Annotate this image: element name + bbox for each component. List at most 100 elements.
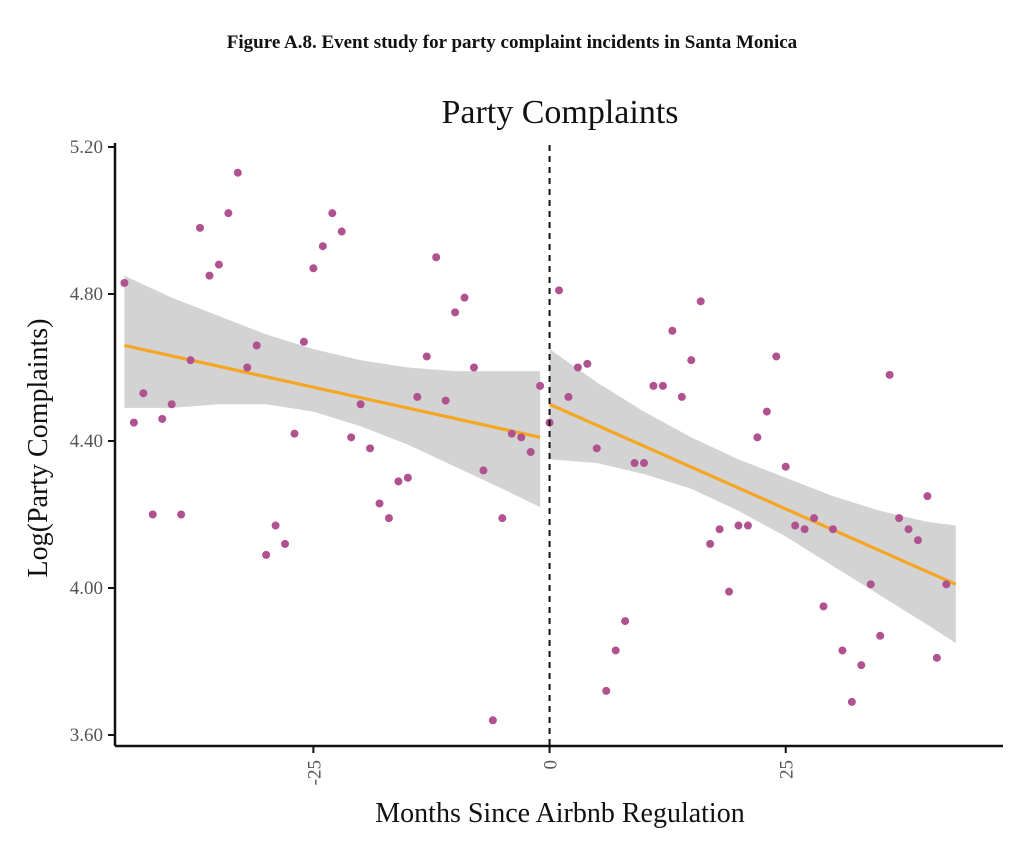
scatter-point bbox=[375, 499, 384, 508]
scatter-point bbox=[196, 223, 205, 232]
y-tick-label: 4.00 bbox=[70, 578, 103, 599]
scatter-point bbox=[791, 521, 800, 530]
scatter-point bbox=[233, 168, 242, 177]
scatter-point bbox=[828, 525, 837, 534]
scatter-point bbox=[460, 293, 469, 302]
scatter-point bbox=[262, 550, 271, 559]
scatter-point-layer bbox=[120, 168, 951, 725]
scatter-point bbox=[932, 653, 941, 662]
fit-line-post bbox=[548, 402, 957, 586]
scatter-point bbox=[583, 359, 592, 368]
chart-title: Party Complaints bbox=[441, 94, 678, 131]
scatter-point bbox=[517, 433, 526, 442]
scatter-point bbox=[290, 429, 299, 438]
scatter-point bbox=[847, 697, 856, 706]
scatter-point bbox=[706, 539, 715, 548]
scatter-point bbox=[687, 356, 696, 365]
x-tick-label: -25 bbox=[304, 760, 325, 785]
scatter-point bbox=[488, 716, 497, 725]
scatter-point bbox=[838, 646, 847, 655]
scatter-point bbox=[120, 278, 129, 287]
y-tick-label: 5.20 bbox=[70, 137, 103, 158]
scatter-point bbox=[630, 459, 639, 468]
scatter-point bbox=[743, 521, 752, 530]
y-tick-label: 4.40 bbox=[70, 431, 103, 452]
scatter-point bbox=[602, 686, 611, 695]
scatter-point bbox=[243, 363, 252, 372]
scatter-point bbox=[772, 352, 781, 361]
scatter-point bbox=[611, 646, 620, 655]
x-tick-label: 25 bbox=[777, 760, 798, 779]
scatter-point bbox=[725, 587, 734, 596]
scatter-point bbox=[158, 414, 167, 423]
y-tick-label: 4.80 bbox=[70, 284, 103, 305]
scatter-point bbox=[403, 473, 412, 482]
scatter-point bbox=[186, 356, 195, 365]
scatter-point bbox=[819, 602, 828, 611]
scatter-point bbox=[347, 433, 356, 442]
scatter-point bbox=[205, 271, 214, 280]
tick-layer: 3.60 4.00 4.40 4.80 5.20 -25 0 25 bbox=[70, 137, 798, 785]
scatter-point bbox=[876, 631, 885, 640]
scatter-point bbox=[167, 400, 176, 409]
scatter-point bbox=[715, 525, 724, 534]
scatter-point bbox=[413, 392, 422, 401]
scatter-point bbox=[649, 381, 658, 390]
scatter-point bbox=[432, 253, 441, 262]
scatter-point bbox=[640, 459, 649, 468]
scatter-point bbox=[441, 396, 450, 405]
scatter-point bbox=[592, 444, 601, 453]
scatter-point bbox=[366, 444, 375, 453]
scatter-point bbox=[668, 326, 677, 335]
scatter-point bbox=[507, 429, 516, 438]
scatter-point bbox=[923, 492, 932, 501]
scatter-point bbox=[895, 514, 904, 523]
scatter-point bbox=[451, 308, 460, 317]
scatter-point bbox=[252, 341, 261, 350]
scatter-point bbox=[621, 617, 630, 626]
scatter-point bbox=[469, 363, 478, 372]
scatter-point bbox=[942, 580, 951, 589]
confidence-band-layer bbox=[124, 275, 956, 644]
scatter-point bbox=[564, 392, 573, 401]
scatter-point bbox=[177, 510, 186, 519]
scatter-point bbox=[129, 418, 138, 427]
scatter-point bbox=[309, 264, 318, 273]
y-tick-label: 3.60 bbox=[70, 725, 103, 746]
scatter-point bbox=[677, 392, 686, 401]
scatter-point bbox=[356, 400, 365, 409]
scatter-point bbox=[526, 448, 535, 457]
scatter-point bbox=[148, 510, 157, 519]
scatter-point bbox=[422, 352, 431, 361]
scatter-point bbox=[913, 536, 922, 545]
scatter-point bbox=[224, 209, 233, 218]
scatter-point bbox=[498, 514, 507, 523]
scatter-point bbox=[866, 580, 875, 589]
scatter-point bbox=[753, 433, 762, 442]
scatter-point bbox=[318, 242, 327, 251]
scatter-point bbox=[885, 370, 894, 379]
scatter-point bbox=[479, 466, 488, 475]
scatter-point bbox=[271, 521, 280, 530]
scatter-point bbox=[734, 521, 743, 530]
scatter-point bbox=[214, 260, 223, 269]
scatter-point bbox=[857, 661, 866, 670]
scatter-point bbox=[328, 209, 337, 218]
confidence-band-post bbox=[549, 349, 956, 644]
scatter-point bbox=[555, 286, 563, 295]
scatter-point bbox=[139, 389, 148, 398]
x-axis-title: Months Since Airbnb Regulation bbox=[375, 798, 744, 829]
scatter-point bbox=[299, 337, 308, 346]
scatter-point bbox=[781, 462, 790, 471]
scatter-point bbox=[800, 525, 809, 534]
scatter-point bbox=[658, 381, 667, 390]
scatter-point bbox=[384, 514, 393, 523]
scatter-point bbox=[337, 227, 346, 236]
scatter-point bbox=[573, 363, 582, 372]
scatter-point bbox=[696, 297, 705, 306]
scatter-point bbox=[762, 407, 771, 416]
figure-caption: Figure A.8. Event study for party compla… bbox=[226, 32, 798, 53]
x-tick-label: 0 bbox=[541, 760, 562, 770]
scatter-point bbox=[810, 514, 819, 523]
